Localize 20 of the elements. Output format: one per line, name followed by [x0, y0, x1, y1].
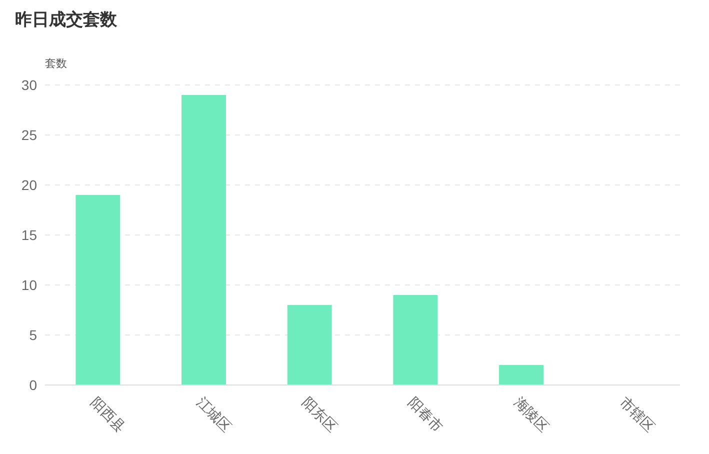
y-axis-title: 套数 — [45, 58, 67, 70]
y-tick-label: 25 — [21, 127, 38, 143]
x-tick-label: 阳东区 — [299, 394, 340, 435]
chart-title: 昨日成交套数 — [15, 10, 118, 29]
x-tick-label: 江城区 — [194, 394, 235, 435]
bar — [499, 365, 544, 385]
x-tick-label: 海陵区 — [511, 394, 552, 435]
y-tick-label: 10 — [21, 277, 38, 293]
y-tick-label: 30 — [21, 77, 38, 93]
bar — [393, 295, 438, 385]
x-tick-label: 阳春市 — [405, 394, 446, 435]
y-tick-label: 15 — [21, 227, 38, 243]
y-tick-label: 5 — [29, 327, 38, 343]
y-tick-label: 20 — [21, 177, 38, 193]
bar — [287, 305, 332, 385]
x-tick-label: 阳西县 — [88, 394, 129, 435]
y-tick-label: 0 — [29, 377, 38, 393]
bar — [76, 195, 120, 385]
bar — [182, 95, 226, 385]
x-tick-label: 市辖区 — [616, 394, 658, 435]
